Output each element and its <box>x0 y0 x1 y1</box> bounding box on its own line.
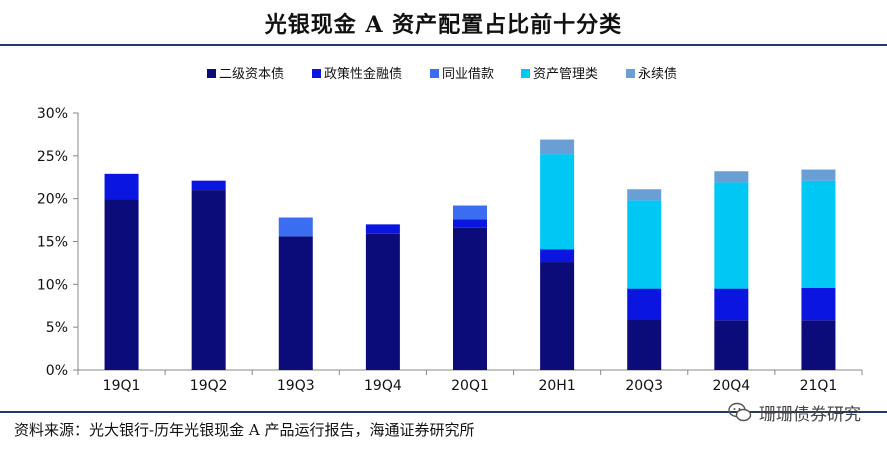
bar-segment <box>714 288 749 321</box>
legend-label: 二级资本债 <box>219 67 284 82</box>
title-bar: 光银现金 A 资产配置占比前十分类 <box>0 0 887 46</box>
stacked-bar-chart: 二级资本债 政策性金融债 同业借款 资产管理类 永续债 0% 5% 10% 15% 20% 25%… <box>37 66 863 394</box>
legend-swatch <box>312 69 321 78</box>
legend-swatch <box>521 69 530 78</box>
bar-segment <box>714 320 749 370</box>
legend-label: 政策性金融债 <box>324 66 402 82</box>
x-tick-label: 20Q4 <box>712 378 750 394</box>
bar-segment <box>540 139 575 155</box>
bar-segment <box>801 180 836 288</box>
y-tick-label: 30% <box>37 106 68 122</box>
legend-swatch <box>207 69 216 78</box>
y-tick-label: 5% <box>46 320 68 336</box>
x-tick-label: 19Q4 <box>364 378 402 394</box>
bars <box>104 139 836 370</box>
bar-segment <box>191 180 226 191</box>
legend-label: 同业借款 <box>442 67 494 82</box>
bar-segment <box>627 319 662 370</box>
bar-segment <box>191 190 226 370</box>
bar-segment <box>540 249 575 263</box>
y-tick-label: 25% <box>37 149 68 165</box>
legend-label: 永续债 <box>638 67 677 82</box>
bar-segment <box>104 199 139 370</box>
bar-segment <box>714 171 749 183</box>
bar-segment <box>627 189 662 201</box>
x-axis-labels: 19Q1 19Q2 19Q3 19Q4 20Q1 20H1 20Q3 20Q4 21Q1 <box>103 378 838 394</box>
y-tick-label: 20% <box>37 192 68 208</box>
footer: 资料来源：光大银行-历年光银现金 A 产品运行报告，海通证券研究所 珊珊债券研究 <box>0 402 887 449</box>
legend-swatch <box>430 69 439 78</box>
bar-segment <box>627 200 662 289</box>
bar-segment <box>801 320 836 370</box>
legend-swatch <box>626 69 635 78</box>
x-tick-label: 20Q3 <box>625 378 663 394</box>
x-tick-label: 19Q2 <box>190 378 228 394</box>
chart-title: 光银现金 A 资产配置占比前十分类 <box>264 12 623 38</box>
watermark: 珊珊债券研究 <box>727 399 861 425</box>
bar-segment <box>278 236 313 370</box>
source-note: 资料来源：光大银行-历年光银现金 A 产品运行报告，海通证券研究所 <box>14 421 475 439</box>
bar-segment <box>627 288 662 320</box>
x-tick-label: 19Q1 <box>103 378 141 394</box>
bar-segment <box>365 224 400 234</box>
x-tick-label: 21Q1 <box>800 378 838 394</box>
x-tick-label: 19Q3 <box>277 378 315 394</box>
bar-segment <box>540 262 575 370</box>
bar-segment <box>365 233 400 370</box>
wechat-icon <box>728 402 752 422</box>
bar-segment <box>801 287 836 321</box>
bar-segment <box>453 205 487 220</box>
bar-segment <box>104 173 139 200</box>
y-tick-label: 10% <box>37 277 68 293</box>
bar-segment <box>453 219 487 228</box>
bar-segment <box>801 169 836 181</box>
y-tick-label: 0% <box>46 363 68 379</box>
legend-label: 资产管理类 <box>533 67 598 82</box>
y-tick-label: 15% <box>37 235 68 251</box>
bar-segment <box>453 227 487 370</box>
bar-segment <box>540 154 575 250</box>
bar-segment <box>714 182 749 289</box>
x-tick-label: 20H1 <box>538 378 575 394</box>
watermark-text: 珊珊债券研究 <box>759 404 861 425</box>
x-tick-label: 20Q1 <box>451 378 489 394</box>
bar-segment <box>278 217 313 237</box>
legend: 二级资本债 政策性金融债 同业借款 资产管理类 永续债 <box>207 66 677 82</box>
